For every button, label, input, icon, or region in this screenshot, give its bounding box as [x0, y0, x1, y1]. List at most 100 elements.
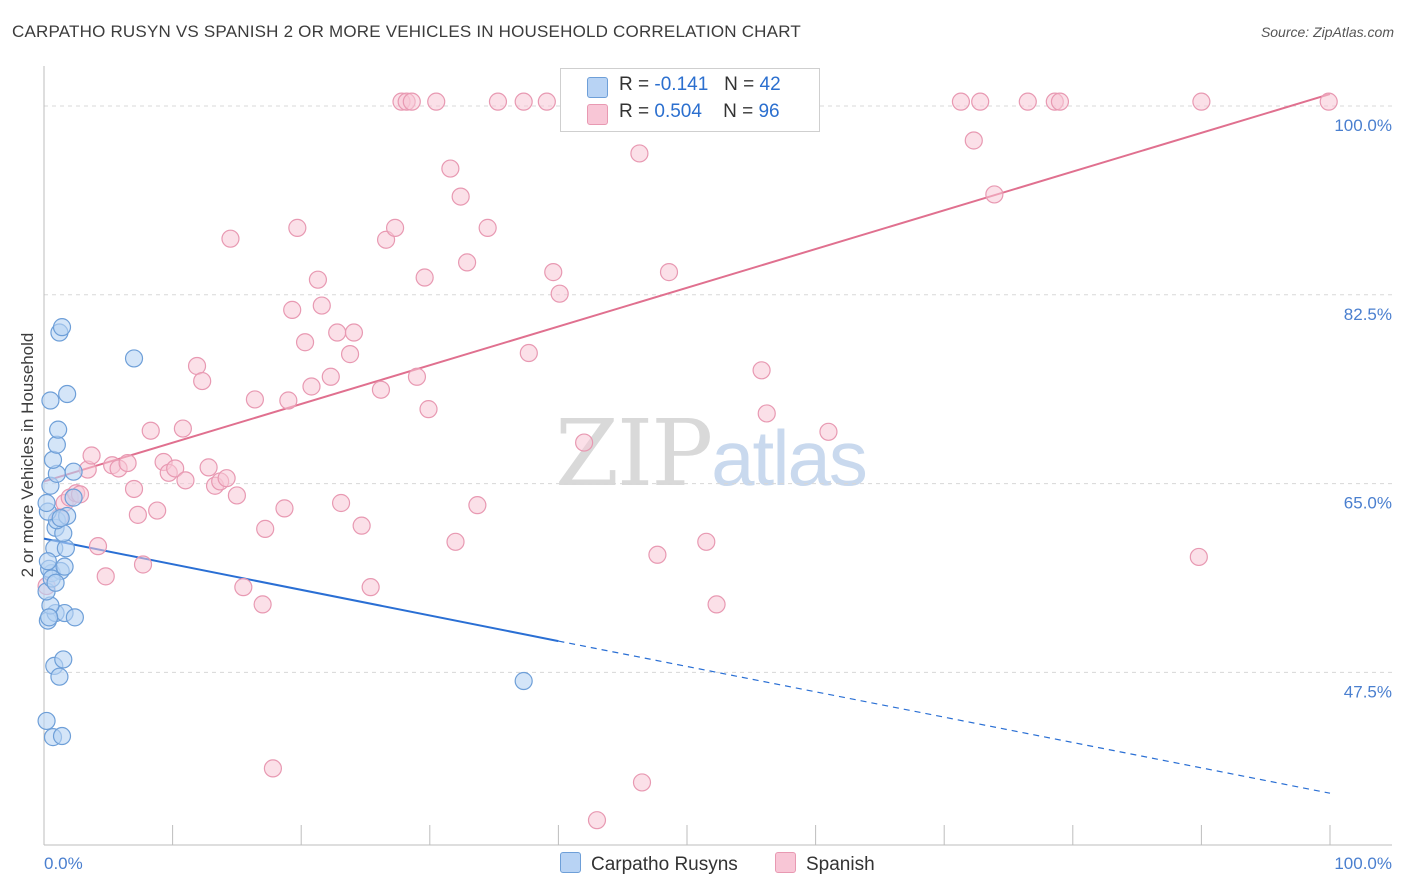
- data-point-carpatho: [37, 711, 56, 731]
- data-point-spanish: [371, 380, 391, 399]
- trendline-spanish: [43, 93, 1331, 483]
- data-point-spanish: [148, 501, 167, 520]
- legend-n-value: 96: [758, 101, 780, 122]
- data-point-spanish: [451, 187, 470, 206]
- legend-n-label: N =: [724, 74, 755, 95]
- data-point-spanish: [427, 92, 446, 111]
- data-point-spanish: [519, 343, 538, 363]
- data-point-carpatho: [54, 650, 73, 669]
- data-point-spanish: [166, 459, 185, 478]
- data-point-spanish: [707, 595, 726, 614]
- data-point-spanish: [468, 496, 487, 515]
- data-point-spanish: [488, 92, 508, 111]
- data-point-spanish: [985, 185, 1004, 204]
- y-tick-label: 82.5%: [1344, 305, 1392, 324]
- data-point-spanish: [328, 323, 347, 342]
- legend-n-value: 42: [759, 74, 781, 95]
- source-label: Source: ZipAtlas.com: [1260, 24, 1394, 40]
- data-point-spanish: [537, 92, 556, 111]
- data-point-spanish: [344, 323, 364, 342]
- data-point-spanish: [630, 144, 649, 163]
- data-point-carpatho: [52, 726, 72, 746]
- chart-title: CARPATHO RUSYN VS SPANISH 2 OR MORE VEHI…: [12, 22, 801, 41]
- data-point-spanish: [96, 567, 115, 586]
- data-point-spanish: [312, 296, 331, 315]
- watermark: ZIPatlas: [555, 400, 868, 507]
- data-point-spanish: [253, 595, 272, 614]
- data-point-spanish: [1018, 92, 1037, 111]
- data-point-spanish: [275, 499, 294, 518]
- data-point-spanish: [407, 367, 427, 386]
- data-point-spanish: [141, 421, 160, 440]
- data-point-carpatho: [65, 608, 84, 627]
- correlation-legend: R = -0.141 N = 42 R = 0.504 N = 96: [560, 68, 820, 132]
- data-point-carpatho: [55, 557, 74, 576]
- data-point-spanish: [331, 493, 351, 513]
- data-point-carpatho: [43, 450, 63, 469]
- legend-text-spanish: R = 0.504 N = 96: [619, 101, 780, 123]
- y-tick-label: 100.0%: [1334, 116, 1392, 135]
- data-point-spanish: [221, 229, 240, 248]
- data-point-spanish: [1189, 547, 1208, 567]
- data-point-carpatho: [40, 608, 59, 627]
- data-point-carpatho: [41, 391, 60, 410]
- data-point-carpatho: [124, 349, 144, 368]
- y-tick-label: 65.0%: [1344, 494, 1392, 513]
- legend-swatch-pink: [587, 104, 608, 125]
- trend-layer: [43, 93, 1331, 794]
- data-point-carpatho: [38, 552, 57, 571]
- data-point-spanish: [550, 284, 569, 303]
- axis-layer: [43, 66, 1392, 846]
- legend-r-value: 0.504: [654, 101, 702, 122]
- data-point-carpatho: [64, 488, 83, 507]
- data-point-carpatho: [58, 384, 77, 404]
- bottom-legend-label: Spanish: [806, 854, 875, 875]
- label-layer: 47.5% 65.0% 82.5% 100.0% 0.0% 100.0%: [44, 116, 1392, 873]
- data-point-spanish: [659, 263, 679, 282]
- data-point-spanish: [757, 404, 776, 423]
- data-point-spanish: [457, 253, 477, 272]
- data-point-spanish: [283, 300, 302, 319]
- data-point-spanish: [234, 578, 253, 597]
- bottom-legend-swatch-pink: [775, 852, 796, 873]
- x-tick-label: 100.0%: [1334, 854, 1392, 873]
- data-point-spanish: [173, 419, 192, 438]
- data-point-spanish: [118, 453, 137, 473]
- watermark-zip: ZIP: [555, 400, 713, 507]
- data-point-spanish: [385, 218, 405, 237]
- data-point-spanish: [964, 131, 983, 150]
- data-point-spanish: [478, 218, 497, 237]
- data-point-carpatho: [47, 435, 66, 454]
- data-point-carpatho: [46, 573, 65, 592]
- data-point-spanish: [402, 92, 421, 111]
- data-point-spanish: [88, 537, 108, 556]
- legend-r-label: R =: [619, 101, 650, 122]
- data-point-carpatho: [37, 493, 56, 513]
- x-tick-label: 0.0%: [44, 854, 83, 873]
- data-point-spanish: [288, 218, 307, 237]
- data-point-carpatho: [514, 671, 533, 691]
- data-point-spanish: [415, 268, 434, 287]
- y-tick-label: 47.5%: [1344, 682, 1392, 701]
- data-point-spanish: [951, 92, 971, 111]
- data-point-carpatho: [49, 420, 68, 439]
- data-point-spanish: [302, 377, 321, 396]
- trendline-carpatho-solid: [43, 537, 559, 643]
- data-point-spanish: [441, 159, 460, 178]
- data-point-spanish: [124, 479, 144, 499]
- watermark-atlas: atlas: [711, 414, 868, 502]
- data-point-spanish: [187, 356, 207, 376]
- data-point-carpatho: [56, 539, 75, 558]
- data-point-spanish: [199, 458, 218, 477]
- data-point-carpatho: [52, 318, 72, 337]
- data-point-spanish: [446, 532, 465, 551]
- data-point-spanish: [819, 422, 838, 441]
- data-point-spanish: [544, 263, 563, 282]
- data-point-spanish: [128, 505, 147, 524]
- data-point-spanish: [1192, 92, 1211, 111]
- data-point-spanish: [308, 270, 328, 289]
- data-point-spanish: [227, 486, 246, 505]
- data-point-spanish: [1319, 92, 1338, 111]
- trendline-carpatho-dashed: [558, 640, 1331, 794]
- legend-swatch-blue: [587, 77, 608, 98]
